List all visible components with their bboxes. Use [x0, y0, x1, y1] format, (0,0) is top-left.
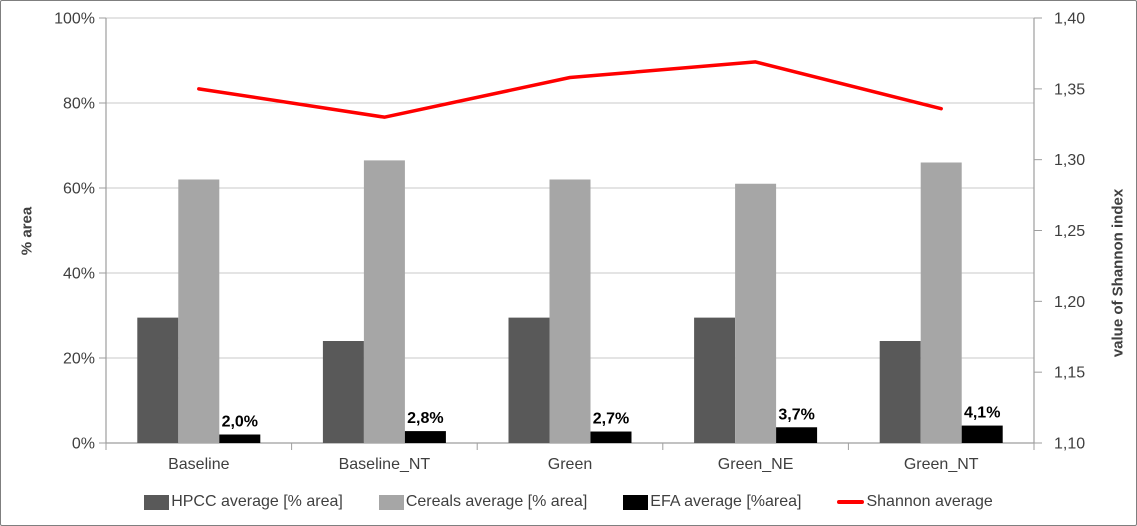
left-axis-tick-label: 100%: [54, 11, 95, 28]
legend-label: HPCC average [% area]: [171, 493, 343, 510]
shannon-line: [197, 60, 943, 119]
right-axis-tick-label: 1,25: [1054, 223, 1085, 240]
bar-efa-Green_NE: [776, 427, 818, 443]
legend-item-efa: EFA average [%area]: [623, 493, 801, 511]
legend-label: Cereals average [% area]: [405, 493, 588, 510]
bar-hpcc-Green_NT: [879, 341, 921, 443]
legend-label: Shannon average: [866, 493, 993, 510]
bar-efa-Green: [590, 431, 632, 443]
right-axis-tick-label: 1,15: [1054, 365, 1085, 382]
bar-hpcc-Green: [508, 317, 550, 443]
bar-cereals-Green_NT: [920, 162, 962, 443]
right-axis-tick-label: 1,35: [1054, 81, 1085, 98]
left-axis-tick-label: 40%: [63, 266, 95, 283]
category-label: Baseline: [168, 456, 229, 473]
bar-hpcc-Baseline_NT: [322, 341, 364, 443]
bar-cereals-Green: [549, 179, 591, 443]
legend-item-hpcc: HPCC average [% area]: [144, 493, 343, 511]
right-axis-tick-label: 1,20: [1054, 294, 1085, 311]
bar-cereals-Green_NE: [735, 183, 777, 443]
right-axis-tick-label: 1,30: [1054, 152, 1085, 169]
right-axis-title: value of Shannon index: [1109, 188, 1127, 358]
category-label: Green: [548, 456, 592, 473]
bar-efa-Baseline_NT: [404, 431, 446, 443]
legend-line-swatch: [837, 500, 865, 504]
legend-item-shannon: Shannon average: [837, 493, 993, 511]
left-axis-tick-label: 60%: [63, 181, 95, 198]
efa-data-label: 2,8%: [407, 410, 443, 427]
legend-bar-swatch: [623, 494, 649, 510]
bar-efa-Green_NT: [961, 425, 1003, 443]
right-axis-tick-label: 1,40: [1054, 11, 1085, 28]
left-axis-tick-label: 20%: [63, 351, 95, 368]
legend: HPCC average [% area] Cereals average [% …: [1, 485, 1136, 519]
legend-label: EFA average [%area]: [650, 493, 802, 510]
efa-data-label: 2,7%: [593, 411, 629, 428]
category-label: Green_NT: [904, 456, 979, 473]
efa-data-label: 4,1%: [964, 405, 1000, 422]
category-label: Green_NE: [718, 456, 794, 473]
bar-cereals-Baseline: [178, 179, 220, 443]
legend-item-cereals: Cereals average [% area]: [378, 493, 588, 511]
right-axis-tick-label: 1,10: [1054, 436, 1085, 453]
bar-efa-Baseline: [219, 434, 261, 443]
category-label: Baseline_NT: [339, 456, 431, 473]
legend-bar-swatch: [378, 494, 404, 510]
bar-cereals-Baseline_NT: [363, 160, 405, 443]
efa-data-label: 3,7%: [778, 406, 814, 423]
left-axis-tick-label: 80%: [63, 96, 95, 113]
legend-bar-swatch: [144, 494, 170, 510]
bar-hpcc-Baseline: [137, 317, 179, 443]
left-axis-title: % area: [18, 206, 36, 256]
efa-data-label: 2,0%: [222, 414, 258, 431]
left-axis-tick-label: 0%: [72, 436, 95, 453]
bar-hpcc-Green_NE: [694, 317, 736, 443]
